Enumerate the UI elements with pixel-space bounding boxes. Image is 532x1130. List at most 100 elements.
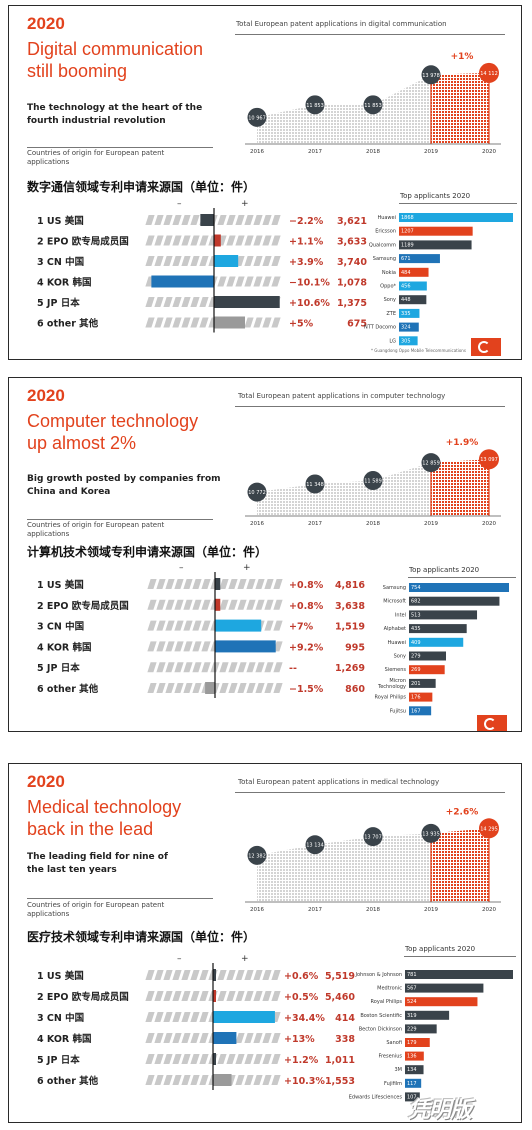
applicant-bar	[399, 336, 418, 346]
country-label: 6 other 其他	[37, 318, 99, 330]
track-stripe	[145, 970, 155, 980]
origin-label: Countries of origin for European patent …	[27, 521, 217, 539]
headline-line-2: up almost 2%	[27, 433, 137, 453]
data-point-2018	[363, 827, 383, 847]
applicant-bar	[399, 213, 513, 222]
subhead-line-1: The leading field for nine of	[27, 852, 168, 862]
track-stripe	[262, 215, 272, 225]
country-label: 5 JP 日本	[37, 297, 80, 309]
country-label: 6 other 其他	[37, 683, 99, 695]
change-label: +10.6%	[289, 298, 330, 309]
track-stripe	[174, 579, 184, 589]
track-stripe	[183, 662, 193, 673]
applicant-value: 136	[407, 1054, 417, 1060]
track-stripe	[163, 1075, 173, 1085]
track-stripe	[181, 235, 191, 246]
applicant-label: Huawei	[387, 640, 406, 646]
track-stripe	[253, 1033, 263, 1043]
track-stripe	[244, 1033, 254, 1043]
track-stripe	[253, 1054, 263, 1064]
track-stripe	[154, 256, 164, 266]
plus-sign: +	[241, 199, 249, 209]
panel-year: 2020	[27, 772, 65, 791]
applicant-value: 1207	[401, 229, 414, 235]
track-stripe	[145, 215, 155, 225]
change-bar	[200, 214, 214, 226]
applicant-value: 176	[411, 695, 421, 701]
country-label: 3 CN 中国	[37, 256, 84, 268]
change-bar	[215, 619, 262, 632]
subhead-line-2: fourth industrial revolution	[27, 116, 166, 126]
track-stripe	[235, 1033, 245, 1043]
track-stripe	[228, 662, 238, 673]
track-stripe	[271, 991, 281, 1001]
growth-title-divider	[235, 34, 505, 35]
growth-change-label: +1.9%	[446, 438, 479, 448]
change-label: +0.5%	[284, 992, 319, 1003]
data-point-2020	[479, 449, 499, 470]
track-stripe	[163, 991, 173, 1001]
panel-year: 2020	[27, 14, 65, 33]
data-point-2017	[305, 474, 325, 494]
track-stripe	[244, 317, 254, 328]
applicant-bar	[409, 665, 445, 675]
applicant-value: 781	[407, 972, 417, 978]
applicants-title: Top applicants 2020	[409, 566, 480, 574]
track-stripe	[147, 662, 157, 673]
country-label: 4 KOR 韩国	[37, 277, 92, 289]
applications-value: 5,460	[325, 992, 355, 1003]
data-label-2018: 13 707	[364, 835, 382, 841]
track-stripe	[190, 970, 200, 980]
track-stripe	[235, 215, 245, 225]
track-stripe	[147, 599, 157, 610]
track-stripe	[219, 662, 229, 673]
origin-label-line-2: applications	[27, 910, 70, 918]
applicant-label: 3M	[395, 1067, 403, 1073]
applicant-label: Sony	[384, 297, 396, 303]
track-stripe	[172, 1075, 182, 1085]
country-label: 1 US 美国	[37, 579, 84, 591]
country-label: 5 JP 日本	[37, 1054, 80, 1066]
track-stripe	[181, 297, 191, 307]
countries-chart: – +1 US 美国 +0.8% 4,816 2 EPO 欧专局成员国 +0.8% 3,63…	[37, 563, 365, 698]
track-stripe	[253, 991, 263, 1001]
track-stripe	[217, 1054, 227, 1064]
track-stripe	[271, 970, 281, 980]
applicant-bar	[405, 983, 484, 993]
track-stripe	[246, 683, 256, 693]
panel-subhead: The leading field for nine of the last t…	[27, 851, 227, 877]
applicant-value: 409	[411, 640, 421, 646]
track-stripe	[246, 662, 256, 673]
applicant-value: 448	[401, 297, 411, 303]
applicant-bar	[405, 997, 478, 1007]
track-stripe	[174, 662, 184, 673]
track-stripe	[271, 235, 281, 246]
applications-value: 3,638	[335, 601, 365, 612]
data-label-2018: 11 589	[364, 479, 382, 485]
applicant-label: Samsung	[383, 585, 406, 591]
x-tick-2019: 2019	[424, 521, 438, 527]
data-label-2020: 14 295	[480, 826, 498, 832]
applicant-bar	[399, 226, 473, 236]
track-stripe	[199, 1075, 209, 1085]
applicant-bar	[399, 267, 429, 277]
track-stripe	[244, 1054, 254, 1064]
track-stripe	[163, 297, 173, 307]
applications-value: 4,816	[335, 580, 365, 591]
track-stripe	[163, 235, 173, 246]
applications-value: 338	[335, 1034, 355, 1045]
subhead-line-1: Big growth posted by companies from	[27, 474, 221, 484]
applications-value: 675	[347, 319, 367, 330]
origin-label: Countries of origin for European patent …	[27, 901, 217, 919]
track-stripe	[244, 991, 254, 1001]
change-bar	[213, 969, 216, 981]
change-label: +7%	[289, 622, 314, 633]
plus-sign: +	[243, 563, 251, 573]
change-bar	[215, 598, 221, 611]
track-stripe	[192, 599, 202, 610]
data-point-2016	[247, 482, 267, 502]
track-stripe	[235, 970, 245, 980]
applicant-value: 229	[407, 1026, 417, 1032]
x-tick-2018: 2018	[366, 521, 380, 527]
change-label: +0.8%	[289, 601, 324, 612]
